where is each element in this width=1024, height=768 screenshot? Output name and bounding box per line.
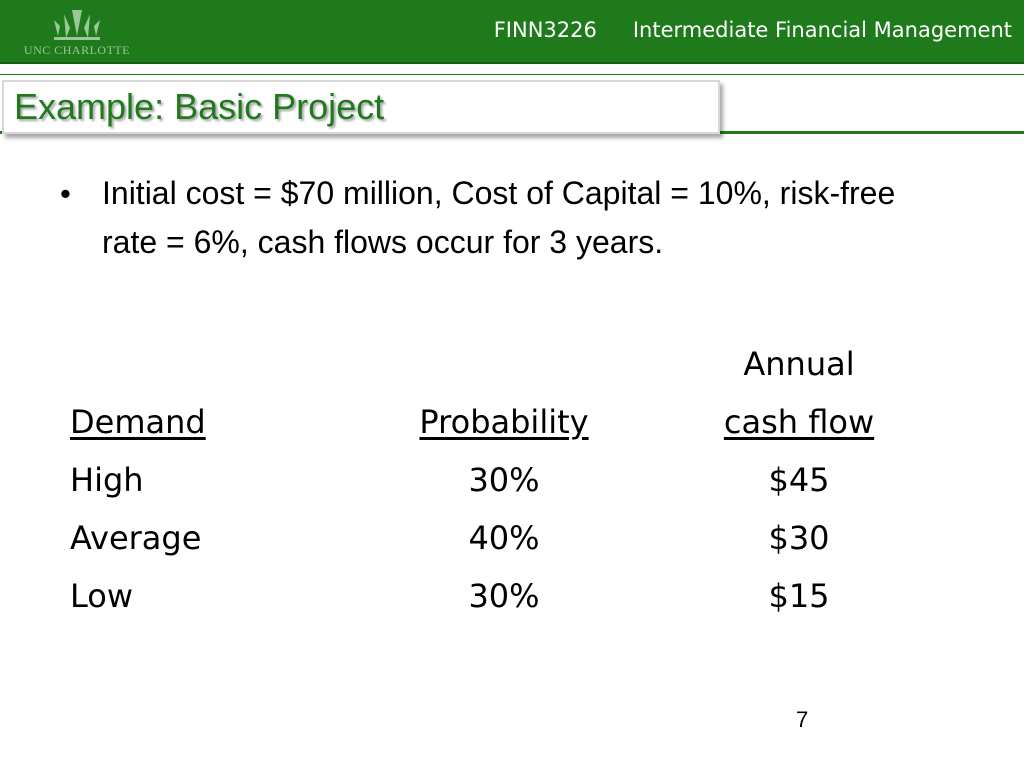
course-name: Intermediate Financial Management [632, 18, 1012, 42]
row-cash-flow: $45 [768, 461, 830, 499]
title-rule-top [0, 74, 1024, 75]
row-demand: Average [70, 519, 202, 557]
header-demand: Demand [70, 403, 206, 441]
bullet-text: Initial cost = $70 million, Cost of Capi… [102, 175, 896, 260]
course-heading: FINN3226 Intermediate Financial Managemen… [494, 18, 1012, 42]
row-cash-flow: $15 [768, 577, 830, 615]
bullet-item: • Initial cost = $70 million, Cost of Ca… [60, 169, 920, 267]
header-probability: Probability [419, 403, 589, 441]
title-box: Example: Basic Project [2, 80, 720, 134]
header-bar: UNC CHARLOTTE FINN3226 Intermediate Finan… [0, 0, 1024, 64]
bullet-icon: • [60, 176, 71, 211]
university-logo: UNC CHARLOTTE [14, 6, 140, 58]
row-probability: 30% [468, 461, 540, 499]
row-demand: Low [70, 577, 134, 615]
logo-text: UNC CHARLOTTE [23, 43, 131, 57]
page-number: 7 [796, 707, 809, 732]
row-probability: 30% [468, 577, 540, 615]
row-demand: High [70, 461, 144, 499]
slide-title: Example: Basic Project [14, 86, 385, 127]
row-probability: 40% [468, 519, 540, 557]
course-code: FINN3226 [493, 18, 597, 42]
header-annual: Annual [743, 345, 855, 383]
row-cash-flow: $30 [768, 519, 830, 557]
header-cash-flow: cash flow [723, 403, 875, 441]
crown-logo-icon [54, 10, 100, 40]
